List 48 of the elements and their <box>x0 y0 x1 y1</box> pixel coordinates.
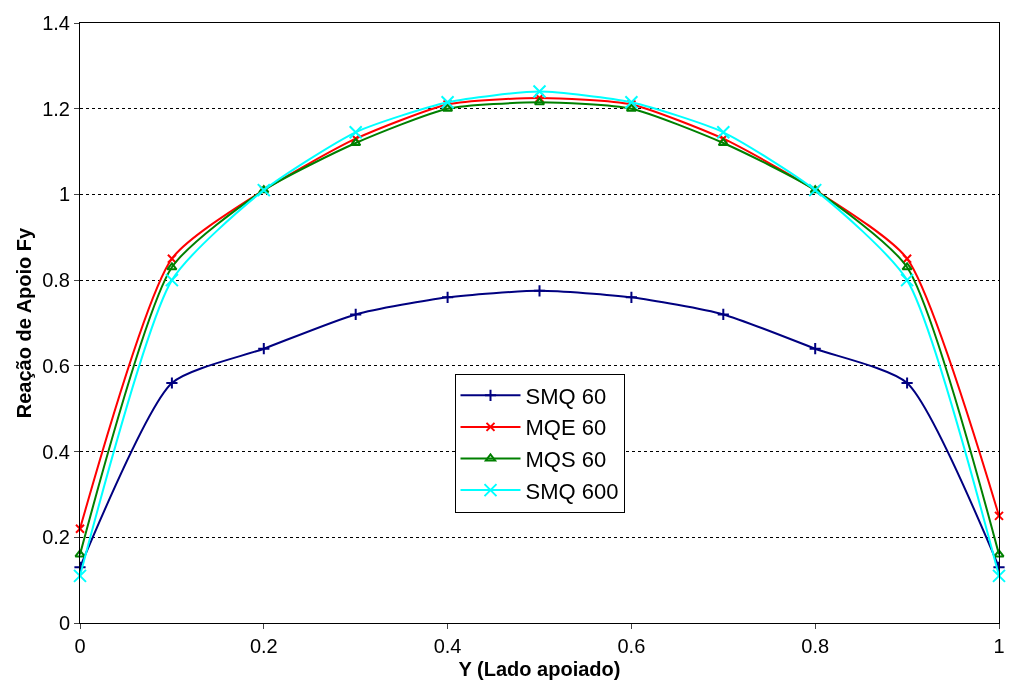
point <box>164 273 179 288</box>
point <box>73 568 87 583</box>
point <box>165 376 179 390</box>
legend-label: MQS 60 <box>525 447 607 473</box>
point <box>902 253 913 264</box>
legend-label: SMQ 600 <box>525 478 619 504</box>
point <box>532 84 547 99</box>
point <box>349 307 363 322</box>
y-tick-label: 0.2 <box>42 526 70 549</box>
point <box>716 307 730 322</box>
point <box>350 133 361 144</box>
x-tick-label: 0.4 <box>433 635 462 657</box>
point <box>900 376 914 390</box>
point <box>900 273 915 288</box>
legend-label: SMQ 60 <box>525 383 607 409</box>
point <box>74 549 86 558</box>
y-tick-label: 0.6 <box>42 354 70 377</box>
x-tick-label: 0.6 <box>617 635 646 657</box>
x-tick-label: 0 <box>74 635 86 657</box>
point <box>992 568 1006 583</box>
point <box>808 342 822 356</box>
legend-label: MQE 60 <box>525 415 607 441</box>
y-tick-label: 0.8 <box>42 269 70 292</box>
point <box>901 262 913 271</box>
point <box>624 95 639 110</box>
point <box>718 133 729 144</box>
x-axis-title: Y (Lado apoiado) <box>458 657 621 680</box>
point <box>257 342 271 356</box>
y-tick-label: 1.2 <box>42 97 70 120</box>
point <box>440 95 455 110</box>
x-tick-label: 1 <box>993 635 1005 657</box>
y-tick-label: 1.4 <box>42 12 70 34</box>
point <box>532 284 547 298</box>
point <box>348 125 363 140</box>
point <box>624 290 638 304</box>
point <box>166 253 177 264</box>
y-tick-label: 1 <box>58 183 70 206</box>
point <box>166 262 178 271</box>
y-tick-label: 0.4 <box>42 440 70 463</box>
point <box>441 290 455 304</box>
point <box>75 523 85 534</box>
point <box>716 125 731 140</box>
x-tick-label: 0.2 <box>249 635 278 657</box>
point <box>993 549 1005 558</box>
x-tick-label: 0.8 <box>801 635 830 657</box>
y-tick-label: 0 <box>58 612 70 634</box>
y-axis-title: Reação de Apoio Fy <box>12 226 35 419</box>
point <box>994 510 1004 521</box>
